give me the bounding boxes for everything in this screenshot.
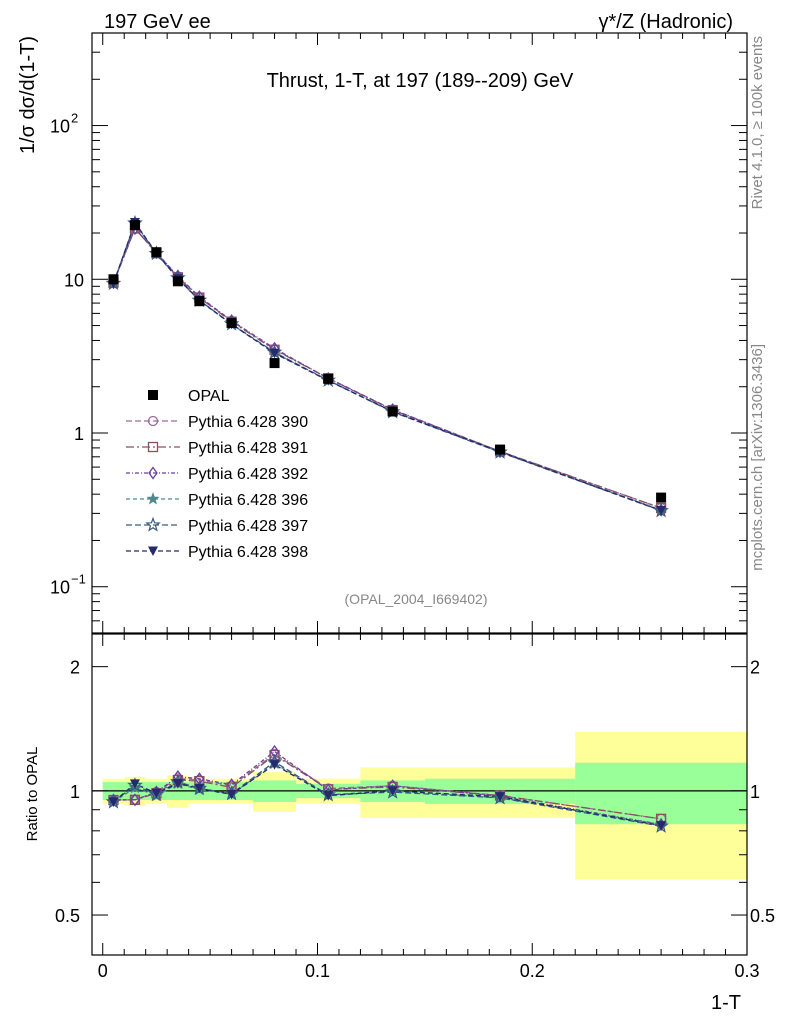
ratio-series-marker xyxy=(129,779,140,789)
ratio-panel: 0 0.1 0.2 0.3 0.5 0.5 1 1 2 2 xyxy=(55,633,775,981)
ratio-series-marker xyxy=(130,793,140,807)
legend-marker xyxy=(147,415,159,427)
analysis-id-label: (OPAL_2004_I669402) xyxy=(345,591,488,607)
data-point xyxy=(656,492,667,503)
legend-marker-data xyxy=(148,390,158,400)
ratio-y-tick-label: 1 xyxy=(70,782,80,802)
legend-marker xyxy=(148,466,158,480)
series-line-6 xyxy=(112,221,662,512)
rivet-version-label: Rivet 4.1.0, ≥ 100k events xyxy=(749,36,766,209)
mcplots-label: mcplots.cern.ch [arXiv:1306.3436] xyxy=(749,344,766,571)
x-tick-label: 0 xyxy=(98,961,108,981)
legend-marker xyxy=(148,546,158,556)
data-point xyxy=(151,247,162,258)
y-tick-exponent: −1 xyxy=(71,572,86,587)
plot-title: Thrust, 1-T, at 197 (189--209) GeV xyxy=(267,70,574,92)
process-label: γ*/Z (Hadronic) xyxy=(599,11,733,33)
data-point xyxy=(495,444,506,455)
ratio-series-marker xyxy=(226,789,237,800)
main-frame xyxy=(91,32,748,634)
ratio-frame xyxy=(91,633,748,956)
data-point xyxy=(323,373,334,384)
ratio-y-tick-label-right: 1 xyxy=(750,782,760,802)
legend: OPAL Pythia 6.428 390 Pythia 6.428 391 Pyth… xyxy=(126,388,308,561)
data-point xyxy=(226,317,237,328)
x-tick-label: 0.3 xyxy=(734,961,759,981)
ratio-series-marker xyxy=(172,779,183,789)
legend-marker xyxy=(147,441,159,453)
series-marker xyxy=(269,348,280,359)
legend-label: Pythia 6.428 392 xyxy=(188,466,308,483)
ratio-series-marker xyxy=(387,786,398,796)
data-point xyxy=(387,406,398,417)
ratio-series-marker xyxy=(495,792,506,802)
ratio-series-line-3 xyxy=(113,750,662,826)
legend-label: Pythia 6.428 397 xyxy=(188,518,308,535)
ratio-series-marker xyxy=(269,760,280,770)
ratio-series-marker xyxy=(194,783,205,794)
x-tick-label: 0.2 xyxy=(520,961,545,981)
ratio-y-tick-label: 0.5 xyxy=(55,906,80,926)
series-marker xyxy=(656,506,667,516)
y-tick-label: 10 xyxy=(64,270,84,290)
x-tick-label: 0.1 xyxy=(305,961,330,981)
ratio-series-marker xyxy=(656,821,667,831)
legend-label: Pythia 6.428 391 xyxy=(188,440,308,457)
data-point xyxy=(108,274,119,285)
ratio-series-marker xyxy=(108,797,119,807)
ratio-y-tick-label-right: 2 xyxy=(750,658,760,678)
data-point xyxy=(194,296,205,307)
y-tick-exponent: 2 xyxy=(71,111,78,126)
ratio-y-tick-label-right: 0.5 xyxy=(750,906,775,926)
y-tick-label: 1 xyxy=(74,424,84,444)
data-point xyxy=(269,358,280,369)
energy-label: 197 GeV ee xyxy=(104,11,211,33)
data-point xyxy=(172,276,183,287)
x-axis-label: 1-T xyxy=(711,992,741,1014)
ratio-y-tick-label: 2 xyxy=(70,658,80,678)
legend-label-data: OPAL xyxy=(188,388,230,405)
legend-label: Pythia 6.428 396 xyxy=(188,492,308,509)
legend-label: Pythia 6.428 390 xyxy=(188,414,308,431)
y-tick-label: 10 xyxy=(50,117,70,137)
main-y-axis-label: 1/σ dσ/d(1-T) xyxy=(17,36,39,154)
y-tick-label: 10 xyxy=(50,578,70,598)
ratio-y-axis-label: Ratio to OPAL xyxy=(24,747,41,842)
legend-label: Pythia 6.428 398 xyxy=(188,544,308,561)
ratio-series-marker xyxy=(151,788,162,799)
legend-marker xyxy=(146,492,160,505)
ratio-series-marker xyxy=(323,791,334,801)
data-point xyxy=(129,220,140,231)
legend-marker xyxy=(145,516,161,532)
